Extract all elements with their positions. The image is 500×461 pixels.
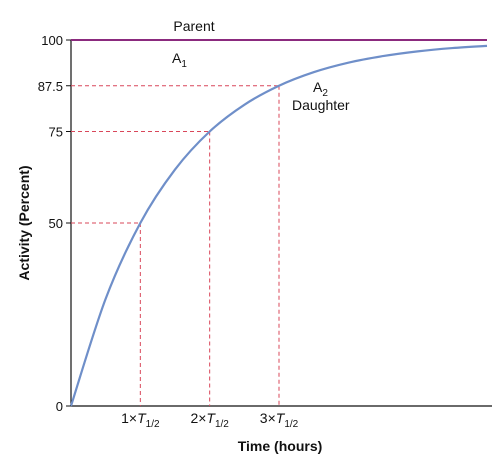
x-tick-label-2: 2×T1/2 (190, 410, 229, 430)
x-tick-italic-2: T (206, 410, 216, 426)
x-tick-prefix-2: 2× (190, 410, 206, 426)
a2-label: A2 (313, 79, 328, 99)
x-ticks: 1×T1/2 2×T1/2 3×T1/2 (121, 410, 299, 430)
series-daughter-line (69, 44, 488, 407)
y-tick-label-100: 100 (41, 33, 63, 48)
x-axis-title: Time (hours) (238, 438, 323, 454)
a1-main: A (172, 50, 182, 66)
daughter-label: Daughter (292, 97, 350, 113)
x-tick-label-1: 1×T1/2 (121, 410, 160, 430)
y-tick-label-0: 0 (56, 399, 63, 414)
x-tick-sub-3: 1/2 (284, 419, 298, 430)
y-tick-label-87-5: 87.5 (38, 79, 63, 94)
x-tick-italic-3: T (276, 410, 286, 426)
a1-label: A1 (172, 50, 187, 70)
x-tick-sub-2: 1/2 (215, 419, 229, 430)
y-tick-label-75: 75 (49, 125, 63, 140)
a1-sub: 1 (181, 59, 187, 70)
y-tick-label-50: 50 (49, 216, 63, 231)
x-tick-italic-1: T (137, 410, 147, 426)
a2-main: A (313, 79, 323, 95)
y-ticks: 0 50 75 87.5 100 (38, 33, 71, 414)
x-tick-label-3: 3×T1/2 (260, 410, 299, 430)
reference-lines (71, 85, 280, 406)
series-layer (69, 39, 488, 407)
x-tick-prefix-3: 3× (260, 410, 276, 426)
y-axis-title: Activity (Percent) (16, 165, 32, 280)
parent-label: Parent (173, 18, 214, 34)
x-tick-sub-1: 1/2 (146, 419, 160, 430)
a2-sub: 2 (322, 88, 328, 99)
x-tick-prefix-1: 1× (121, 410, 137, 426)
